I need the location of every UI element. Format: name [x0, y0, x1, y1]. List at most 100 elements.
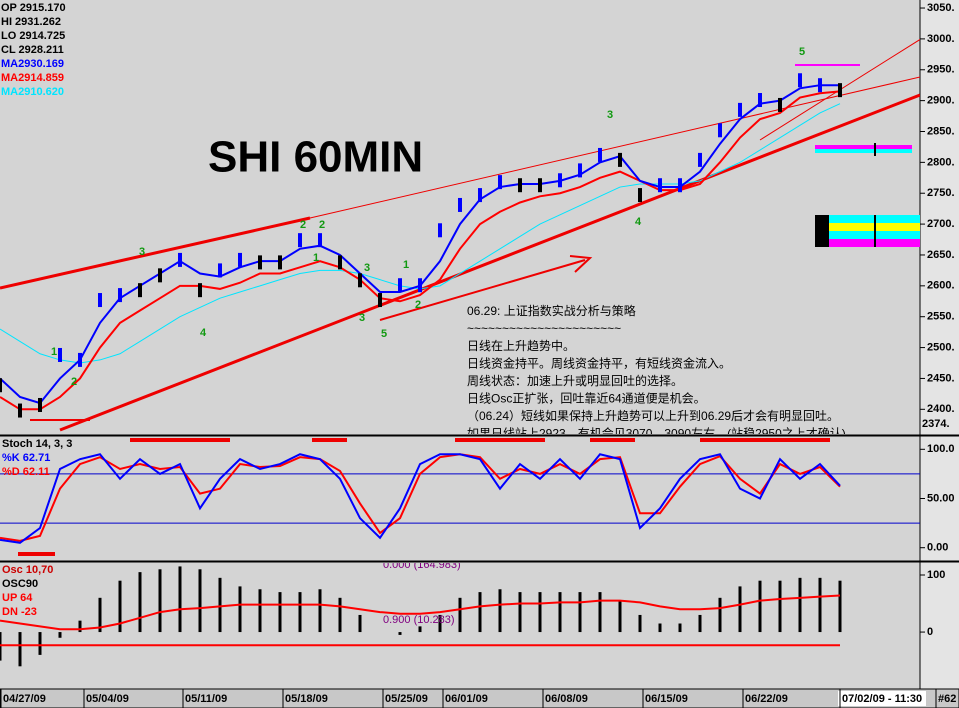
price-bar: [258, 255, 262, 270]
osc-bar: [298, 592, 302, 633]
price-bar: [358, 273, 362, 288]
chart-title: SHI 60MIN: [208, 133, 423, 182]
osc-bar: [798, 577, 802, 633]
wave-label: 3: [607, 109, 613, 121]
price-bar: [538, 178, 542, 193]
wave-label: 3: [364, 262, 370, 274]
line: [0, 453, 841, 542]
legend-entry: OP 2915.170: [1, 2, 66, 14]
osc-bar: [558, 592, 562, 633]
x-tick-label: 06/22/09: [745, 693, 788, 705]
price-bar: [138, 283, 142, 298]
price-bar: [678, 178, 682, 193]
x-tick-label: #62: [938, 693, 956, 705]
panel: [0, 453, 920, 544]
osc-bar: [178, 566, 182, 633]
osc-bar: [238, 586, 242, 633]
osc-bar: [638, 614, 642, 633]
price-bar: [118, 288, 122, 303]
osc-bar: [158, 569, 162, 633]
price-bar: [238, 252, 242, 267]
osc-bar: [0, 632, 2, 661]
y-tick-label: 2750.: [927, 187, 955, 199]
osc-bar: [738, 586, 742, 633]
price-bar: [778, 97, 782, 112]
line: [0, 594, 841, 631]
x-tick-label: 06/08/09: [545, 693, 588, 705]
osc-bar: [358, 614, 362, 633]
annotation-line: 06.29: 上证指数实战分析与策略: [467, 303, 636, 318]
legend-entry: %D 62.11: [2, 466, 50, 478]
osc-bar: [218, 577, 222, 633]
price-bar: [98, 293, 102, 308]
y-tick-label: 2500.: [927, 341, 955, 353]
annotation-line: 周线状态：加速上升或明显回吐的选择。: [467, 373, 683, 388]
legend-entry: UP 64: [2, 592, 33, 604]
wave-label: 1: [51, 346, 57, 358]
price-bar: [438, 223, 442, 238]
osc-bar: [418, 626, 422, 633]
price-bar: [338, 255, 342, 270]
price-bar: [478, 188, 482, 203]
price-bar: [818, 78, 822, 93]
price-bar: [378, 293, 382, 308]
price-bar: [158, 268, 162, 283]
price-bar: [458, 197, 462, 212]
osc-bar: [438, 614, 442, 633]
price-bar: [838, 83, 842, 98]
osc-bar: [498, 589, 502, 633]
wave-label: 3: [139, 246, 145, 258]
price-bar: [578, 163, 582, 178]
osc-bar: [698, 614, 702, 633]
osc-bar: [838, 580, 842, 633]
annotation-line: ~~~~~~~~~~~~~~~~~~~~~~: [467, 322, 621, 336]
price-bar: [698, 152, 702, 167]
osc-bar: [278, 592, 282, 633]
osc-bar: [398, 632, 402, 635]
osc-bar: [458, 597, 462, 633]
price-bar: [738, 102, 742, 117]
osc-bar: [658, 623, 662, 633]
osc-bar: [718, 597, 722, 633]
line: [0, 90, 841, 411]
legend-entry: MA2910.620: [1, 86, 64, 98]
osc-bar: [258, 589, 262, 633]
x-tick-label: 04/27/09: [3, 693, 46, 705]
price-bar: [618, 152, 622, 167]
osc-bar: [138, 572, 142, 633]
y-tick-label: 3050.: [927, 2, 955, 14]
price-bar: [798, 73, 802, 88]
x-tick-label: 06/01/09: [445, 693, 488, 705]
y-tick-label: 100: [927, 569, 945, 581]
price-bar: [758, 93, 762, 108]
price-bar: [18, 403, 22, 418]
osc-bar: [618, 600, 622, 633]
osc-bar: [478, 592, 482, 633]
y-tick-label: 2800.: [927, 156, 955, 168]
price-bar: [298, 233, 302, 248]
osc-bar: [518, 592, 522, 633]
y-tick-label: 2400.: [927, 403, 955, 415]
wave-label: 1: [403, 259, 409, 271]
y-tick-label: 2600.: [927, 280, 955, 292]
x-tick-label: 05/04/09: [86, 693, 129, 705]
y-tick-label: 2950.: [927, 64, 955, 76]
wave-label: 2: [319, 219, 325, 231]
legend-entry: CL 2928.211: [1, 44, 64, 56]
y-tick-label: 3000.: [927, 33, 955, 45]
wave-label: 3: [359, 312, 365, 324]
x-tick-label: 05/18/09: [285, 693, 328, 705]
legend-entry: MA2914.859: [1, 72, 64, 84]
price-bar: [0, 378, 2, 393]
price-bar: [218, 263, 222, 278]
axis-column: [920, 0, 959, 690]
price-bar: [598, 147, 602, 162]
annotation-line: （06.24）短线如果保持上升趋势可以上升到06.29后才会有明显回吐。: [467, 408, 839, 423]
price-bar: [718, 123, 722, 138]
price-bar: [318, 233, 322, 248]
price-bar: [558, 173, 562, 188]
price-bar: [518, 178, 522, 193]
wave-label: 5: [799, 46, 805, 58]
price-bar: [78, 352, 82, 367]
